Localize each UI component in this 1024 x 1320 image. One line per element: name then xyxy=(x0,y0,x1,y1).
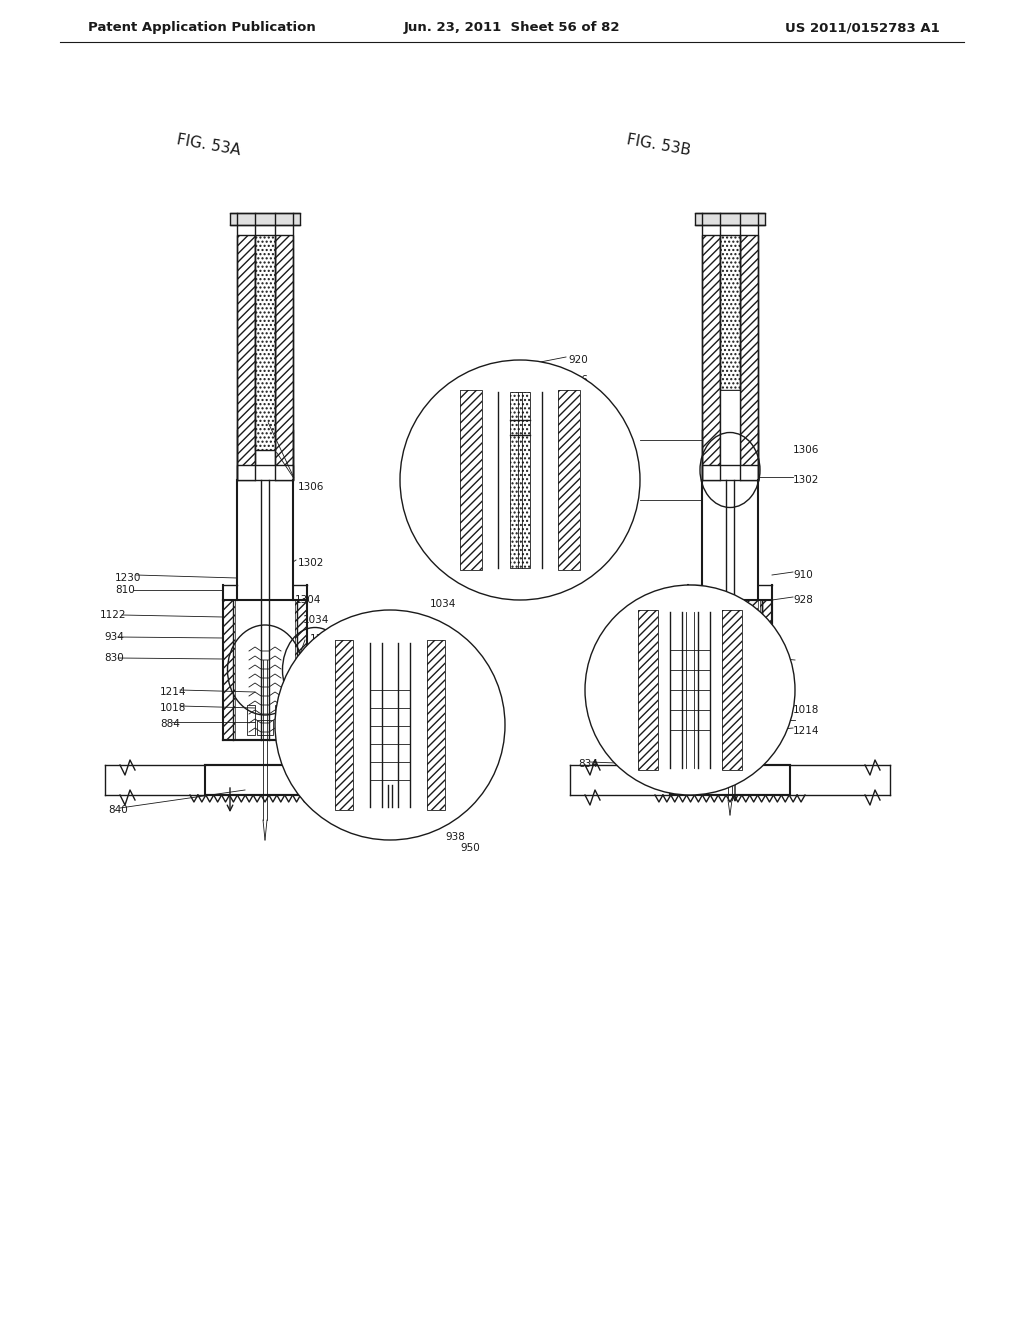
Bar xyxy=(237,465,293,480)
Bar xyxy=(275,235,293,480)
Bar xyxy=(558,389,580,570)
Bar xyxy=(760,601,772,741)
Bar xyxy=(335,640,353,810)
Circle shape xyxy=(275,610,505,840)
Text: 950: 950 xyxy=(460,843,480,853)
Text: 810: 810 xyxy=(115,585,135,595)
Text: 1302: 1302 xyxy=(298,558,325,568)
Text: 920: 920 xyxy=(568,355,588,366)
Text: 934: 934 xyxy=(104,632,124,642)
Bar xyxy=(720,389,740,480)
Text: 926: 926 xyxy=(568,375,588,385)
Bar xyxy=(205,766,325,795)
Text: 1302: 1302 xyxy=(793,475,819,484)
Text: FIG. 53A: FIG. 53A xyxy=(175,132,242,158)
Text: 1306: 1306 xyxy=(793,445,819,455)
Bar xyxy=(702,601,758,741)
Bar xyxy=(722,610,742,770)
Text: 1034: 1034 xyxy=(430,599,457,609)
Text: 884: 884 xyxy=(160,719,180,729)
Bar xyxy=(695,213,765,224)
Circle shape xyxy=(585,585,795,795)
Bar xyxy=(638,610,658,770)
Bar xyxy=(237,235,255,480)
Bar xyxy=(257,719,273,735)
Text: 840: 840 xyxy=(108,805,128,814)
Bar xyxy=(740,235,758,480)
Bar xyxy=(247,705,255,735)
Bar xyxy=(688,601,700,741)
Bar xyxy=(335,640,353,810)
Bar xyxy=(295,601,307,741)
Bar xyxy=(427,640,445,810)
Text: 1214: 1214 xyxy=(793,726,819,737)
Text: 1034: 1034 xyxy=(303,615,330,624)
Bar xyxy=(255,235,275,450)
Text: 910: 910 xyxy=(793,570,813,579)
Bar xyxy=(255,235,275,450)
Text: FIG. 53B: FIG. 53B xyxy=(625,132,691,158)
Bar xyxy=(702,601,758,741)
Bar xyxy=(460,389,482,570)
Text: 830: 830 xyxy=(104,653,124,663)
Bar xyxy=(670,766,790,795)
Bar xyxy=(702,235,720,480)
Text: 1230: 1230 xyxy=(330,667,356,677)
Text: US 2011/0152783 A1: US 2011/0152783 A1 xyxy=(785,21,940,34)
Bar xyxy=(558,389,580,570)
Bar xyxy=(760,601,772,741)
Bar xyxy=(722,610,742,770)
Bar xyxy=(702,235,720,480)
Text: Patent Application Publication: Patent Application Publication xyxy=(88,21,315,34)
Bar xyxy=(702,465,758,480)
Bar xyxy=(688,601,700,741)
Text: 1034: 1034 xyxy=(361,828,388,838)
Text: 1229: 1229 xyxy=(319,651,346,661)
Bar xyxy=(295,601,307,741)
Bar xyxy=(720,235,740,389)
Text: 1214: 1214 xyxy=(160,686,186,697)
Bar xyxy=(223,601,234,741)
Bar xyxy=(510,392,530,568)
Text: 1018: 1018 xyxy=(793,705,819,715)
Text: Jun. 23, 2011  Sheet 56 of 82: Jun. 23, 2011 Sheet 56 of 82 xyxy=(403,21,621,34)
Text: 1230: 1230 xyxy=(115,573,141,583)
Text: 938: 938 xyxy=(445,832,465,842)
Bar xyxy=(427,640,445,810)
Bar xyxy=(275,235,293,480)
Text: 1122: 1122 xyxy=(310,634,337,644)
Text: 1018: 1018 xyxy=(160,704,186,713)
Bar xyxy=(510,392,530,568)
Bar xyxy=(460,389,482,570)
Text: 1122: 1122 xyxy=(100,610,127,620)
Bar xyxy=(237,235,255,480)
Text: 834: 834 xyxy=(578,759,598,770)
Text: 1304: 1304 xyxy=(295,595,322,605)
Bar xyxy=(275,705,283,735)
Bar xyxy=(223,601,234,741)
Bar xyxy=(720,235,740,389)
Text: 1306: 1306 xyxy=(298,482,325,492)
Bar xyxy=(638,610,658,770)
Circle shape xyxy=(400,360,640,601)
Text: 928: 928 xyxy=(793,595,813,605)
Bar xyxy=(230,213,300,224)
Bar xyxy=(740,235,758,480)
